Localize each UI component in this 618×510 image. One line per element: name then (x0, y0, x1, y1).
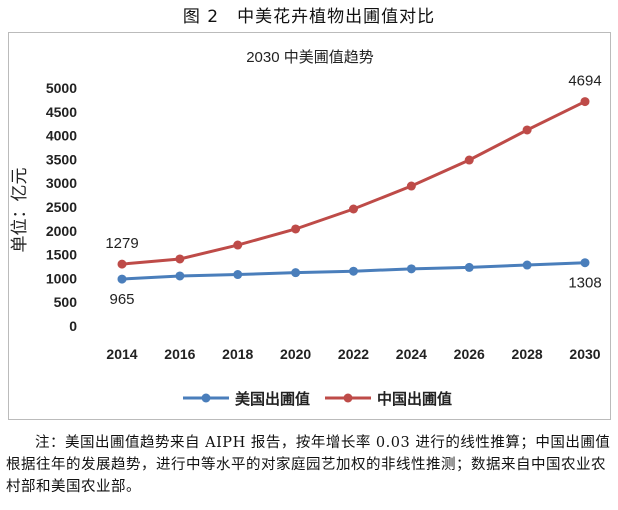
y-tick-label: 0 (69, 318, 77, 334)
x-tick-label: 2022 (338, 346, 369, 362)
figure-title: 图 2 中美花卉植物出圃值对比 (182, 7, 436, 27)
data-point (522, 260, 532, 270)
data-point (464, 262, 474, 272)
data-point (175, 254, 185, 264)
data-label: 1279 (105, 235, 138, 252)
data-point (291, 224, 301, 234)
legend-marker (201, 393, 211, 403)
data-point (117, 274, 127, 284)
x-tick-label: 2020 (280, 346, 311, 362)
x-tick-label: 2014 (106, 346, 137, 362)
data-point (233, 270, 243, 280)
y-tick-label: 2000 (46, 223, 77, 239)
x-tick-label: 2018 (222, 346, 253, 362)
data-label: 965 (109, 291, 134, 308)
legend-marker (343, 393, 353, 403)
y-tick-label: 1000 (46, 270, 77, 286)
data-label: 1308 (568, 275, 601, 292)
x-tick-label: 2016 (164, 346, 195, 362)
data-point (522, 125, 532, 135)
data-point (580, 258, 590, 268)
data-point (406, 264, 416, 274)
data-point (291, 268, 301, 278)
data-label: 4694 (568, 73, 601, 90)
x-tick-label: 2026 (454, 346, 485, 362)
y-tick-label: 500 (54, 294, 78, 310)
data-point (349, 204, 358, 214)
data-point (117, 259, 127, 269)
y-tick-label: 1500 (46, 247, 77, 263)
data-point (464, 155, 474, 165)
y-tick-label: 4000 (46, 128, 77, 144)
y-axis-label: 单位：亿元 (10, 168, 30, 253)
y-tick-label: 2500 (46, 199, 77, 215)
data-point (175, 271, 185, 281)
y-tick-label: 4500 (46, 104, 77, 120)
legend-label: 美国出圃值 (235, 390, 310, 408)
data-point (406, 181, 416, 191)
data-point (233, 240, 243, 250)
y-tick-label: 5000 (46, 80, 77, 96)
chart-frame (8, 32, 611, 420)
y-tick-label: 3500 (46, 151, 77, 167)
legend-label: 中国出圃值 (377, 390, 452, 408)
x-tick-label: 2030 (569, 346, 600, 362)
x-tick-label: 2028 (512, 346, 543, 362)
data-point (580, 97, 590, 107)
data-point (349, 266, 358, 276)
chart-title: 2030 中美圃值趋势 (246, 49, 374, 66)
y-tick-label: 3000 (46, 175, 77, 191)
figure-note: 注：美国出圃值趋势来自 AIPH 报告，按年增长率 0.03 进行的线性推算；中… (6, 435, 611, 495)
series-line (121, 100, 586, 266)
x-tick-label: 2024 (396, 346, 427, 362)
